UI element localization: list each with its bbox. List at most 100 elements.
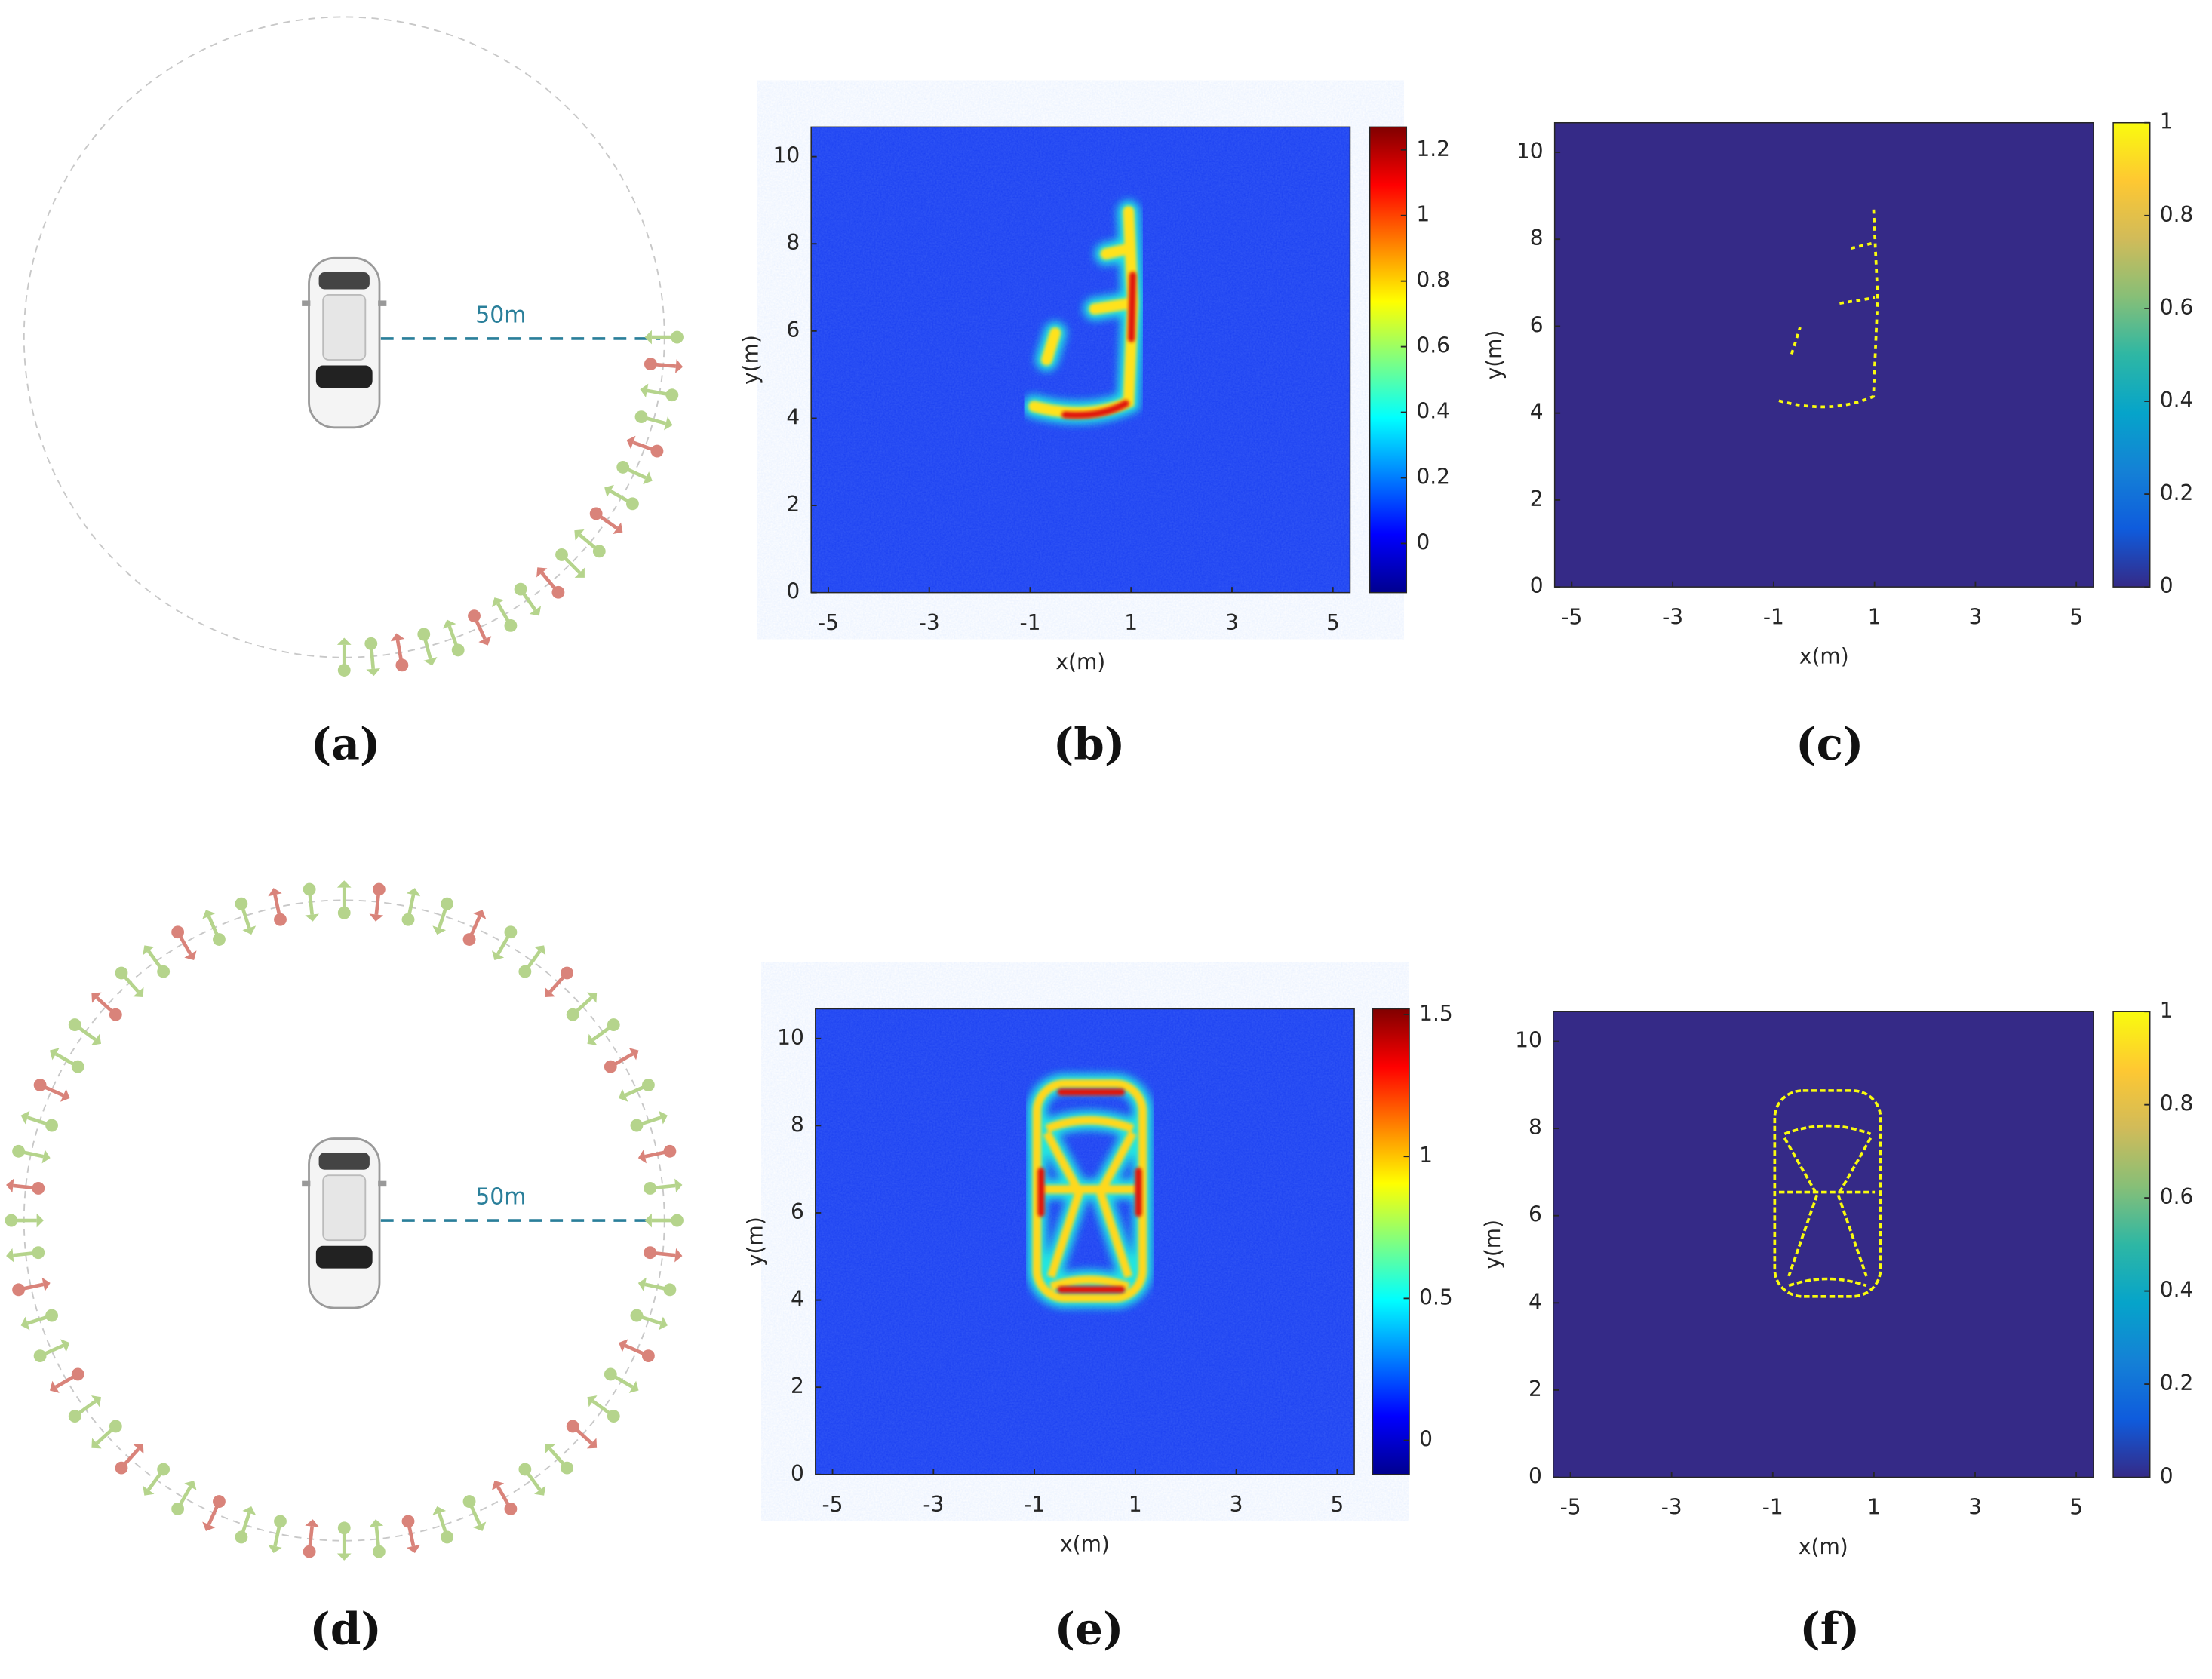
plot-frame [815,1008,1355,1475]
colorbar-tick-label: 0.8 [2160,202,2194,227]
sensor-arrow [36,1213,44,1228]
sensor-dot [551,585,565,599]
sensor-dot [213,1495,226,1509]
sensor-dot [555,548,568,561]
heatmap-noise [811,127,1350,593]
x-tick-label: -5 [1560,1495,1581,1520]
sensor-dot [504,1502,518,1515]
colorbar-tick-label: 0.6 [2160,295,2194,320]
sensor-dot [607,1410,620,1423]
sensor-arrow [242,1506,257,1515]
sensor-arrow [640,383,649,398]
sensor-arrow [529,606,542,616]
sensor-arrow [369,1519,384,1527]
sensor-arrow [536,567,548,578]
caption: (f) [1799,1603,1860,1654]
y-axis-label: y(m) [1480,1220,1505,1269]
sensor-dot [518,1463,532,1476]
sensor-arrow [133,1444,144,1454]
y-tick-label: 4 [1528,1289,1542,1314]
sensor-arrow [406,1544,421,1554]
x-tick-label: 1 [1867,1495,1881,1520]
y-tick-label: 0 [1528,1464,1542,1489]
sensor-dot [32,1246,45,1260]
sensor-dot [671,1214,684,1227]
colorbar-tick-label: 0 [1419,1427,1433,1452]
colorbar-tick-label: 0.8 [1416,268,1450,293]
x-tick-label: 3 [1230,1492,1243,1517]
x-tick-label: -1 [1019,610,1040,635]
sensor-dot [514,582,527,596]
sensor-dot [641,1079,655,1091]
x-tick-label: -1 [1763,604,1784,629]
sensor-dot [630,1119,644,1132]
y-tick-label: 6 [1530,312,1544,337]
caption: (a) [311,718,380,769]
sensor-arrow [366,668,381,677]
diagram-d: 50m (d) [5,880,684,1654]
y-tick-label: 10 [1516,139,1544,164]
sensor-dot [337,664,351,677]
y-tick-label: 2 [1528,1377,1542,1401]
sensor-arrow [20,1110,30,1125]
caption: (c) [1796,718,1863,769]
sensor-dot [68,1018,81,1031]
sensor-arrow [41,1150,51,1164]
sensor-arrow [91,1395,102,1407]
caption: (b) [1053,718,1125,769]
sensor-dot [109,1008,122,1021]
colorbar-tick-label: 1.5 [1419,1001,1453,1026]
sensor-dot [45,1119,58,1132]
sensor-dot [157,965,171,978]
sensor-arrow [336,880,352,888]
sensor-arrow [628,1048,639,1061]
sensor-arrow [268,1544,282,1554]
sensor-arrow [643,471,653,485]
sensor-dot [634,410,648,424]
y-axis-label: y(m) [739,335,763,385]
x-tick-label: -3 [923,1492,944,1517]
sensor-arrow [143,1485,155,1496]
sensor-dot [644,358,657,371]
sensor-arrow [473,910,487,919]
x-axis-label: x(m) [1055,649,1105,674]
sensor-dot [395,658,409,672]
sensor-arrow [41,1277,51,1291]
sensor-arrow [587,1033,598,1045]
y-axis-label: y(m) [742,1217,767,1266]
sensor-dot [561,966,573,980]
backgrounds [811,122,2094,1478]
sensor-dot [518,965,532,978]
sensor-arrow [49,1380,60,1393]
sensor-arrow [60,1339,70,1352]
sensor-arrow [626,435,636,450]
sensor-arrow [432,1506,447,1515]
sensor-arrow [336,637,352,645]
sensor-dot [45,1309,58,1322]
colorbar-tick-label: 0.5 [1419,1285,1453,1309]
y-tick-label: 0 [791,1461,804,1486]
colorbar-tick-label: 0 [2160,1464,2174,1489]
sensor-dot [504,618,518,632]
sensor-dot [235,897,248,910]
sensor-arrow [60,1088,70,1102]
y-tick-label: 8 [786,230,800,255]
sensor-arrow [184,1481,197,1490]
colorbar-tick-label: 0.2 [2160,1371,2194,1395]
y-tick-label: 10 [777,1025,804,1050]
sensor-arrow [91,992,102,1003]
sensor-arrow [664,416,673,431]
colorbar-tick-label: 0.2 [2160,480,2194,505]
sensor-dot [671,330,684,344]
sensor-dot [109,1420,122,1433]
sensor-arrow [604,484,614,498]
sensor-arrow [432,925,447,935]
sensor-arrow [491,950,505,961]
sensor-arrow [369,913,384,922]
colorbar-tick-label: 1 [1419,1143,1433,1168]
sensor-dot [171,925,185,939]
sensor-dot [665,388,679,402]
sensor-arrow [674,1178,683,1193]
sensor-arrow [305,1519,319,1527]
sensor-dot [641,1349,655,1363]
